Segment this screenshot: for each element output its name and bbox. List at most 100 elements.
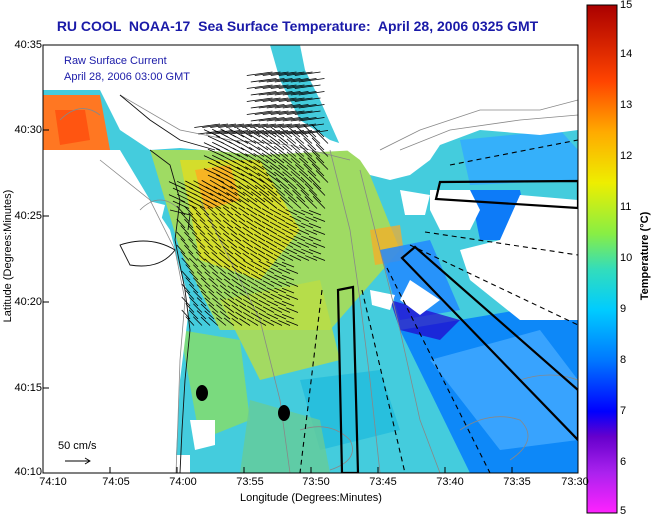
current-vector <box>295 151 309 164</box>
current-vector <box>215 232 226 242</box>
colorbar <box>586 4 618 514</box>
current-vector <box>278 307 291 313</box>
current-vector <box>287 196 302 209</box>
current-vector <box>265 240 278 248</box>
current-vector <box>223 265 235 274</box>
current-vector <box>250 117 277 122</box>
current-vector <box>297 215 310 222</box>
current-vector <box>315 170 329 183</box>
current-vector <box>215 245 226 255</box>
current-vector <box>235 272 247 281</box>
current-vector <box>290 158 305 170</box>
current-vector <box>222 246 234 255</box>
current-vector <box>312 255 326 261</box>
current-vector <box>222 220 234 229</box>
current-vector <box>315 131 329 144</box>
current-vector <box>217 179 234 190</box>
current-vector <box>254 208 266 216</box>
current-vector <box>270 319 283 326</box>
current-vector <box>270 110 297 115</box>
current-vector <box>282 117 309 122</box>
current-vector <box>261 152 277 164</box>
current-vector <box>185 290 195 300</box>
current-vector <box>180 225 190 235</box>
current-vector <box>257 159 273 170</box>
current-vector <box>294 84 321 89</box>
current-vector <box>176 218 186 229</box>
current-vector <box>181 296 191 307</box>
current-vector <box>235 298 247 307</box>
current-vector <box>240 147 257 157</box>
current-vector <box>261 247 274 255</box>
current-vector <box>226 192 242 203</box>
current-vector <box>274 117 301 122</box>
current-vector <box>236 140 253 151</box>
current-vector <box>283 177 298 190</box>
current-vector <box>219 226 230 235</box>
current-vector <box>168 194 186 203</box>
current-vector <box>278 268 291 274</box>
current-vector <box>253 126 269 138</box>
current-vector <box>261 126 277 138</box>
current-vector <box>195 225 206 235</box>
current-vector <box>208 317 219 326</box>
current-vector <box>203 238 214 248</box>
current-vector <box>216 291 227 300</box>
current-vector <box>278 320 291 326</box>
current-vector <box>285 222 298 229</box>
current-vector <box>269 152 285 164</box>
current-vector <box>282 132 297 144</box>
current-vector <box>296 183 310 196</box>
current-vector <box>230 233 242 242</box>
current-vector <box>189 283 199 294</box>
map-title: RU COOL NOAA-17 Sea Surface Temperature:… <box>56 18 539 34</box>
colorbar-tick-label: 12 <box>620 150 633 162</box>
current-vector <box>230 220 242 229</box>
current-vector <box>219 239 230 248</box>
y-axis-title: Latitude (Degrees:Minutes) <box>2 189 14 323</box>
current-vector <box>189 257 199 268</box>
current-vector <box>290 145 305 157</box>
current-vector <box>196 310 207 320</box>
current-vector <box>254 71 281 76</box>
current-vector <box>250 91 277 96</box>
current-vector <box>258 286 271 294</box>
current-vector <box>315 157 329 170</box>
current-vector <box>250 299 263 307</box>
current-vector <box>307 170 321 183</box>
x-tick-label: 74:10 <box>39 476 67 488</box>
current-vector <box>258 240 270 248</box>
current-vector <box>254 110 281 115</box>
current-vector <box>230 185 246 196</box>
current-vector <box>180 200 198 209</box>
current-vector <box>274 313 287 320</box>
current-vector <box>199 219 210 229</box>
colorbar-tick-label: 13 <box>620 99 633 111</box>
sector-lines <box>299 139 578 473</box>
current-vector <box>312 183 326 196</box>
current-vector <box>231 304 243 313</box>
current-vector <box>219 259 231 268</box>
current-vector <box>211 239 222 248</box>
current-vector <box>297 241 310 248</box>
current-vector <box>300 176 314 190</box>
current-vector <box>242 191 258 203</box>
current-vector <box>262 293 275 300</box>
current-vector <box>227 298 239 307</box>
current-vector <box>211 252 222 261</box>
current-vector <box>295 125 309 138</box>
current-vector <box>203 129 221 138</box>
current-vector <box>230 207 242 216</box>
current-vector <box>250 253 262 261</box>
current-vector <box>266 313 279 320</box>
current-vector <box>200 264 211 274</box>
current-vector <box>246 84 273 89</box>
current-vector <box>228 154 245 164</box>
current-vector <box>285 294 299 300</box>
current-vector <box>250 273 263 281</box>
current-vector <box>262 71 289 76</box>
current-vector <box>245 140 261 151</box>
current-vector <box>265 133 281 144</box>
current-vector <box>258 91 285 96</box>
current-vector <box>212 310 223 320</box>
